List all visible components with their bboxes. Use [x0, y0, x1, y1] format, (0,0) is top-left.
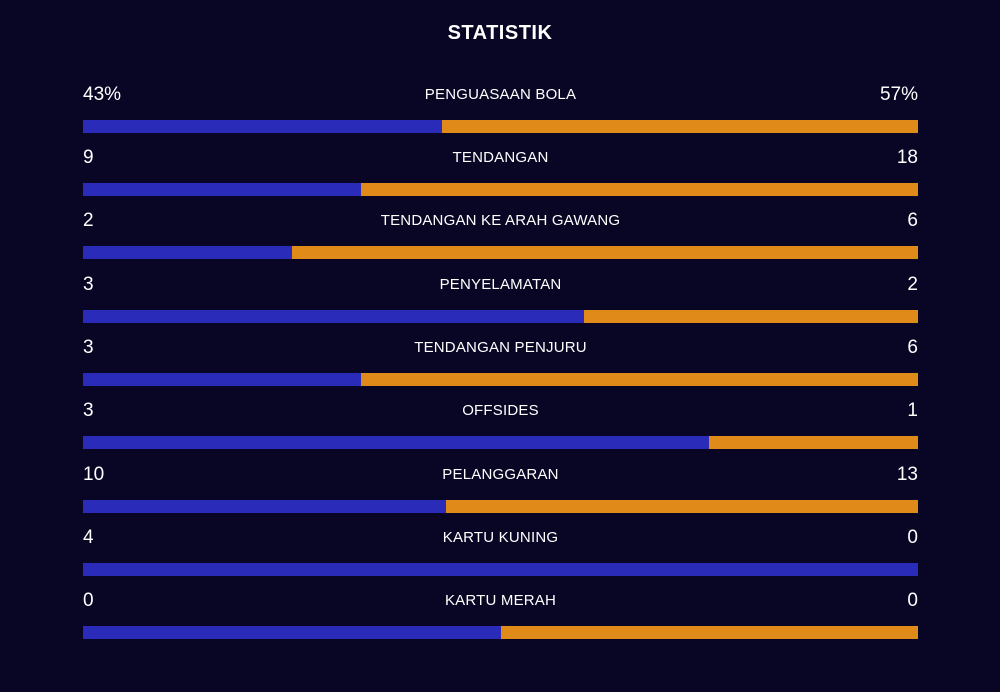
stat-bar	[83, 500, 918, 513]
stat-bar	[83, 120, 918, 133]
stat-home-value: 3	[83, 337, 94, 358]
stat-label: TENDANGAN KE ARAH GAWANG	[380, 212, 621, 229]
stat-bar-home	[83, 626, 501, 639]
stat-home-value: 3	[83, 274, 94, 295]
stat-row-possession: 43% PENGUASAAN BOLA 57%	[83, 83, 918, 133]
stat-away-value: 6	[907, 210, 918, 231]
stat-bar	[83, 183, 918, 196]
stat-away-value: 6	[907, 337, 918, 358]
stat-away-value: 18	[896, 147, 918, 168]
stat-away-value: 2	[907, 274, 918, 295]
stat-bar-away	[291, 246, 918, 259]
stat-bar-home	[83, 183, 362, 196]
stat-bar-home	[83, 563, 918, 576]
stat-label: OFFSIDES	[462, 402, 539, 419]
stat-label: PENYELAMATAN	[439, 276, 562, 293]
stat-bar-away	[446, 500, 918, 513]
stat-row-fouls: 10 PELANGGARAN 13	[83, 463, 918, 513]
stat-home-value: 2	[83, 210, 94, 231]
stat-bar	[83, 626, 918, 639]
stat-row-shots: 9 TENDANGAN 18	[83, 146, 918, 196]
stat-bar-home	[83, 310, 584, 323]
stat-bar-home	[83, 246, 292, 259]
stat-bar-away	[442, 120, 918, 133]
stat-bar-home	[83, 120, 443, 133]
stat-bar	[83, 563, 918, 576]
stat-home-value: 9	[83, 147, 94, 168]
stat-home-value: 10	[83, 464, 105, 485]
stat-row-corners: 3 TENDANGAN PENJURU 6	[83, 336, 918, 386]
stat-home-value: 0	[83, 590, 94, 611]
stat-away-value: 1	[907, 400, 918, 421]
stat-label: PELANGGARAN	[442, 466, 559, 483]
stat-home-value: 4	[83, 527, 94, 548]
stat-bar-home	[83, 373, 362, 386]
panel-title: STATISTIK	[447, 22, 553, 44]
stat-away-value: 57%	[879, 84, 918, 105]
stat-bar-away	[584, 310, 918, 323]
stat-bar	[83, 310, 918, 323]
stat-row-offsides: 3 OFFSIDES 1	[83, 399, 918, 449]
stat-row-yellow-cards: 4 KARTU KUNING 0	[83, 526, 918, 576]
stat-label: TENDANGAN PENJURU	[414, 339, 587, 356]
stat-home-value: 3	[83, 400, 94, 421]
stat-label: KARTU MERAH	[444, 592, 557, 609]
stat-home-value: 43%	[83, 84, 122, 105]
stat-label: TENDANGAN	[452, 149, 549, 166]
stat-away-value: 0	[907, 527, 918, 548]
stat-row-red-cards: 0 KARTU MERAH 0	[83, 589, 918, 639]
stat-label: PENGUASAAN BOLA	[424, 86, 577, 103]
stat-away-value: 13	[896, 464, 918, 485]
stat-row-saves: 3 PENYELAMATAN 2	[83, 273, 918, 323]
stat-away-value: 0	[907, 590, 918, 611]
stat-bar-away	[361, 373, 918, 386]
stat-label: KARTU KUNING	[442, 529, 559, 546]
stat-bar-home	[83, 436, 710, 449]
stat-row-shots-on-target: 2 TENDANGAN KE ARAH GAWANG 6	[83, 209, 918, 259]
stat-bar	[83, 373, 918, 386]
stat-bar-away	[500, 626, 918, 639]
stat-bar	[83, 246, 918, 259]
stat-bar	[83, 436, 918, 449]
stat-bar-home	[83, 500, 447, 513]
stat-bar-away	[709, 436, 918, 449]
stat-bar-away	[361, 183, 918, 196]
